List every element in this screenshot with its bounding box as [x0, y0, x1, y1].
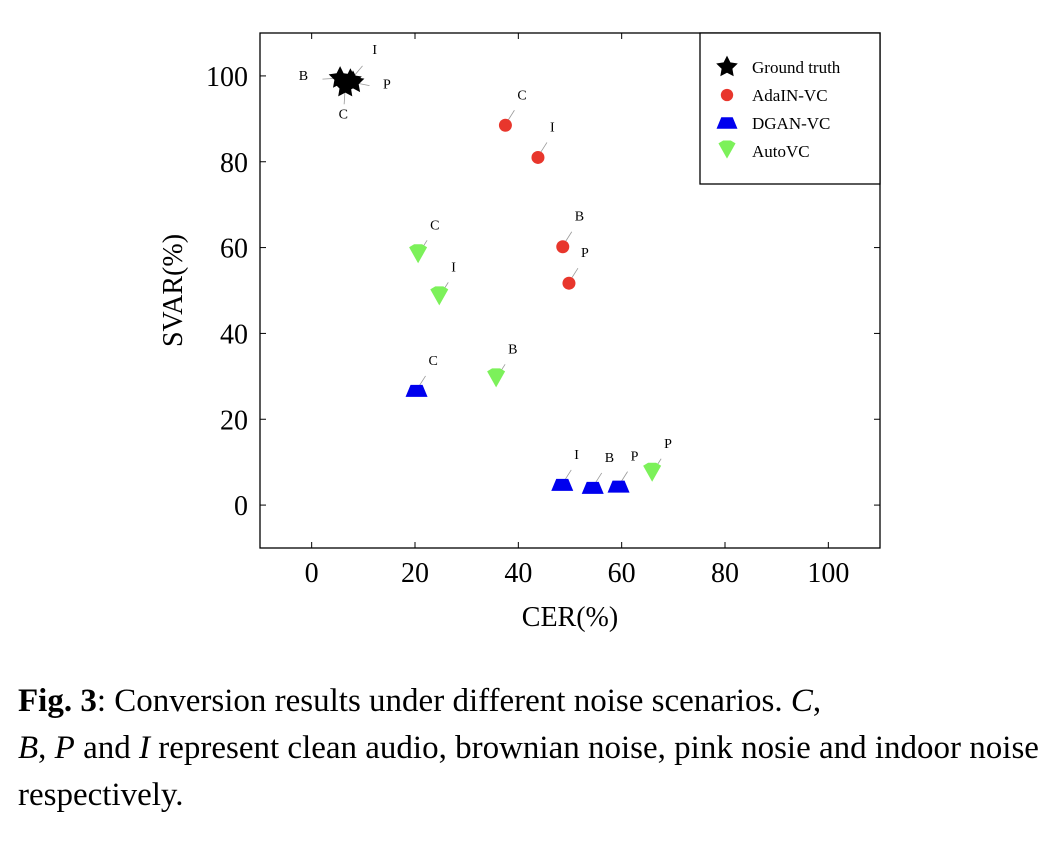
point-label: B	[299, 69, 308, 84]
point-label: B	[605, 451, 614, 466]
circle-marker	[498, 118, 512, 132]
legend-entry: DGAN-VC	[752, 114, 830, 133]
y-axis-label: SVAR(%)	[158, 234, 189, 347]
plot-frame	[259, 32, 881, 549]
diamond-marker	[643, 462, 662, 482]
x-tick-label: 20	[401, 558, 429, 589]
diamond-marker	[430, 286, 449, 306]
caption-comma-1: ,	[812, 683, 822, 719]
label-leader	[507, 110, 515, 122]
series-adain-vc: C I B P	[498, 88, 589, 290]
legend-box	[699, 32, 881, 185]
point-label: C	[429, 354, 438, 369]
point-label: I	[574, 448, 579, 463]
caption-and: and	[74, 730, 139, 766]
circle-marker	[720, 88, 734, 102]
y-tick-label: 40	[220, 319, 248, 350]
point-label: P	[631, 450, 639, 465]
y-tick-label: 100	[206, 62, 248, 93]
point-label: I	[451, 260, 456, 275]
x-tick-label: 80	[711, 558, 739, 589]
caption-text-2: represent clean audio, brownian noise, p…	[18, 730, 1039, 813]
point-label: P	[664, 437, 672, 452]
legend-entry: AdaIN-VC	[752, 86, 828, 105]
point-label: C	[517, 88, 526, 103]
point-label: P	[383, 77, 391, 92]
point-label: I	[372, 43, 377, 58]
caption-comma-2: ,	[38, 730, 55, 766]
caption-symbol-i: I	[139, 730, 150, 766]
label-leader	[570, 267, 579, 280]
circle-marker	[556, 240, 570, 254]
x-axis-label: CER(%)	[522, 602, 618, 633]
trapezoid-marker	[405, 384, 428, 397]
legend-entry: Ground truth	[752, 58, 841, 77]
axis-tick-labels: 0 20 40 60 80 100 0 20 40 60 80 100	[206, 62, 849, 589]
data-points: B I P C C I B P C I B P C I B P	[299, 43, 672, 494]
point-label: C	[339, 108, 348, 123]
point-label: P	[581, 246, 589, 261]
legend-entry: AutoVC	[752, 142, 810, 161]
label-leader	[539, 142, 548, 154]
x-tick-label: 0	[305, 558, 319, 589]
y-tick-label: 80	[220, 148, 248, 179]
legend: Ground truth AdaIN-VC DGAN-VC AutoVC	[699, 32, 881, 185]
diamond-marker	[487, 368, 506, 388]
caption-symbol-p: P	[54, 730, 75, 766]
star-marker	[333, 74, 357, 97]
trapezoid-marker	[716, 117, 738, 129]
point-label: B	[508, 342, 517, 357]
x-tick-label: 100	[807, 558, 849, 589]
diamond-marker	[409, 244, 428, 264]
point-label: I	[550, 120, 555, 135]
point-label: C	[430, 218, 439, 233]
y-tick-label: 60	[220, 234, 248, 265]
trapezoid-marker	[607, 480, 630, 493]
caption-text-1: : Conversion results under different noi…	[96, 683, 791, 719]
series-autovc: C I B P	[409, 218, 672, 482]
circle-marker	[562, 276, 576, 290]
trapezoid-marker	[551, 478, 574, 491]
circle-marker	[531, 150, 545, 164]
figure-label: Fig. 3	[18, 683, 97, 719]
figure-caption: Fig. 3: Conversion results under differe…	[18, 678, 1048, 819]
caption-symbol-b: B	[18, 730, 39, 766]
series-dgan-vc: C I B P	[405, 354, 639, 494]
y-tick-label: 0	[234, 491, 248, 522]
x-tick-label: 60	[608, 558, 636, 589]
x-tick-label: 40	[504, 558, 532, 589]
caption-symbol-c: C	[790, 683, 813, 719]
diamond-marker	[718, 140, 736, 159]
trapezoid-marker	[581, 481, 604, 494]
series-ground-truth: B I P C	[299, 43, 391, 122]
label-leader	[564, 231, 573, 243]
star-marker	[716, 55, 738, 77]
point-label: B	[575, 210, 584, 225]
y-tick-label: 20	[220, 405, 248, 436]
